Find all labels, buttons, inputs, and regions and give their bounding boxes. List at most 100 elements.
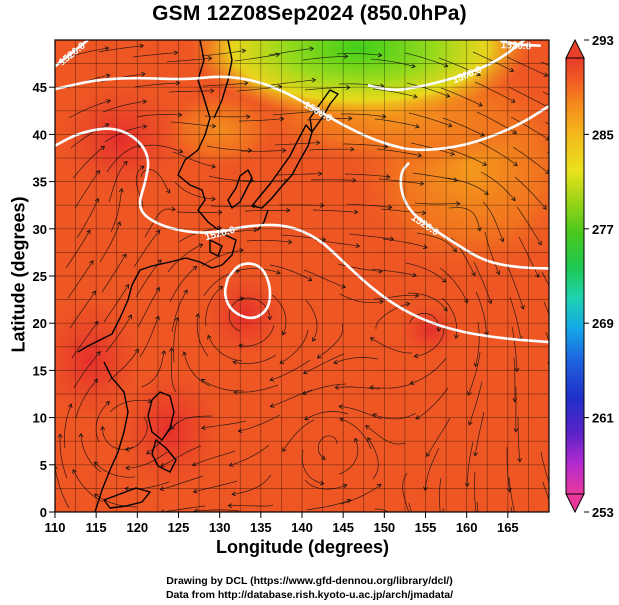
- streamline: [172, 151, 216, 168]
- streamline-arrowhead: [436, 327, 442, 333]
- streamline-arrowhead: [405, 301, 411, 307]
- colorbar-tick-label: 277: [592, 222, 614, 237]
- streamline: [369, 382, 415, 389]
- streamline-arrowhead: [426, 452, 431, 457]
- streamline: [140, 169, 170, 194]
- streamline: [193, 480, 238, 493]
- streamline-arrowhead: [311, 77, 317, 83]
- colorbar-bottom-arrow: [565, 493, 585, 514]
- streamline: [473, 261, 492, 304]
- colorbar: 293 285 277 269 261 253: [565, 33, 614, 520]
- streamline-arrowhead: [339, 417, 344, 423]
- streamline-arrowhead: [210, 88, 215, 94]
- streamline: [274, 142, 320, 146]
- streamline-arrowhead: [241, 48, 247, 54]
- streamline-arrowhead: [173, 50, 179, 56]
- streamline: [474, 471, 477, 512]
- streamline-arrowhead: [200, 378, 206, 384]
- streamline-arrowhead: [146, 449, 151, 455]
- streamline: [516, 206, 542, 245]
- streamline: [228, 297, 244, 332]
- streamline-arrowhead: [91, 290, 96, 296]
- streamline-arrowhead: [551, 491, 555, 495]
- streamline-arrowhead: [192, 488, 198, 494]
- streamline-arrowhead: [463, 298, 469, 304]
- streamline: [206, 145, 252, 151]
- y-tick-label: 5: [40, 458, 47, 473]
- streamline-arrowhead: [487, 299, 493, 305]
- streamline: [414, 202, 460, 205]
- streamline: [303, 269, 346, 288]
- streamline: [171, 289, 188, 333]
- streamline-arrowhead: [355, 243, 361, 249]
- streamline-arrowhead: [443, 306, 448, 312]
- streamline-arrowhead: [231, 491, 236, 497]
- streamline: [270, 389, 313, 408]
- streamline-arrowhead: [125, 465, 130, 471]
- streamline: [466, 441, 474, 487]
- streamline-arrowhead: [542, 205, 547, 210]
- streamline-arrowhead: [376, 483, 382, 489]
- streamline: [105, 314, 132, 353]
- streamline-arrowhead: [279, 359, 285, 364]
- streamline: [132, 52, 178, 58]
- streamline-arrowhead: [86, 229, 91, 235]
- streamline-arrowhead: [367, 437, 372, 442]
- streamline-arrowhead: [499, 237, 505, 243]
- streamline-arrowhead: [413, 353, 419, 359]
- streamline-arrowhead: [246, 114, 251, 120]
- streamline: [276, 173, 322, 176]
- streamline: [168, 90, 214, 93]
- streamline-arrowhead: [211, 163, 216, 169]
- streamline: [174, 181, 216, 200]
- streamline: [408, 112, 452, 127]
- streamline: [375, 303, 410, 329]
- streamline-arrowhead: [182, 351, 187, 356]
- streamline: [416, 232, 457, 252]
- streamline-arrowhead: [124, 283, 130, 289]
- streamline-arrowhead: [89, 260, 94, 265]
- streamline-arrowhead: [122, 253, 127, 259]
- y-tick-label: 40: [33, 127, 47, 142]
- streamline: [508, 86, 549, 108]
- streamline-arrowhead: [207, 334, 212, 340]
- streamline-arrowhead: [558, 340, 562, 344]
- streamline-arrowhead: [100, 145, 106, 151]
- streamline-arrowhead: [304, 415, 310, 421]
- streamline: [101, 253, 127, 293]
- x-tick-label: 115: [86, 520, 107, 535]
- streamline-arrowhead: [543, 72, 549, 77]
- streamline-arrowhead: [269, 403, 275, 408]
- streamline-arrowhead: [171, 206, 176, 212]
- streamline: [144, 208, 176, 238]
- streamline-arrowhead: [377, 52, 383, 58]
- streamline-arrowhead: [142, 99, 148, 105]
- streamline-arrowhead: [419, 542, 423, 546]
- contour-label: 1520.0: [501, 40, 532, 52]
- streamline-arrowhead: [464, 482, 470, 488]
- streamline-arrowhead: [141, 71, 146, 77]
- streamline-arrowhead: [412, 94, 418, 99]
- streamline-arrowhead: [233, 389, 238, 395]
- streamline: [402, 472, 410, 512]
- streamline: [346, 203, 392, 208]
- streamline: [125, 416, 148, 451]
- streamline-arrowhead: [513, 428, 519, 433]
- streamline: [170, 347, 177, 393]
- streamline-arrowhead: [301, 390, 307, 396]
- streamline-arrowhead: [484, 190, 489, 195]
- streamline-arrowhead: [474, 513, 478, 517]
- grid-lines: [55, 40, 549, 512]
- streamline: [371, 268, 417, 277]
- colorbar-tick-label: 293: [592, 33, 614, 48]
- streamline: [306, 118, 352, 121]
- streamline: [406, 82, 450, 98]
- streamline-arrowhead: [267, 315, 273, 321]
- streamline-arrowhead: [417, 152, 422, 158]
- y-tick-label: 0: [40, 505, 47, 520]
- streamline: [139, 316, 159, 358]
- data-credit: Data from http://database.rish.kyoto-u.a…: [165, 589, 454, 601]
- streamline: [478, 141, 518, 166]
- streamline: [64, 403, 72, 449]
